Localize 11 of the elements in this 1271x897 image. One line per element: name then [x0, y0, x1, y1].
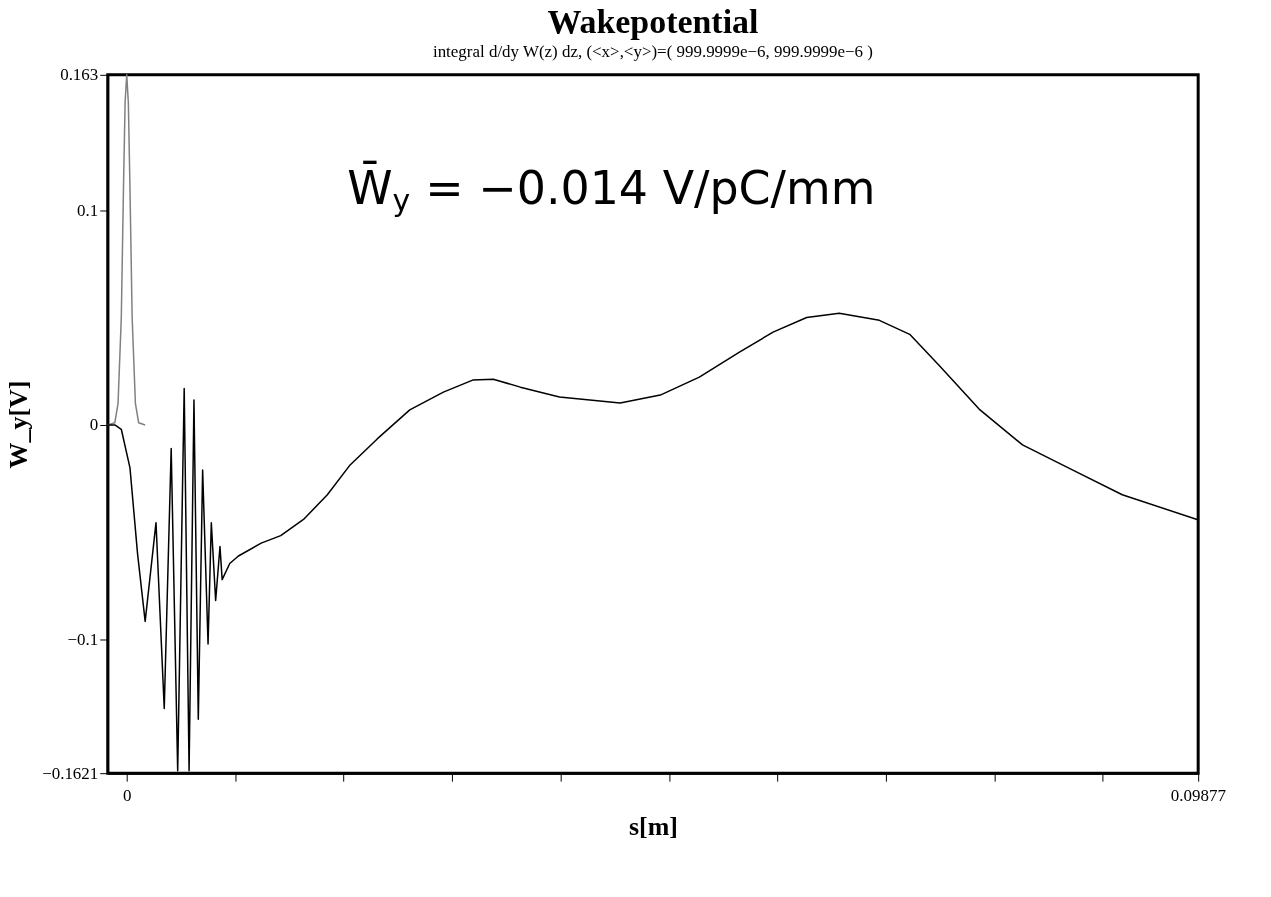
chart-subtitle: integral d/dy W(z) dz, (<x>,<y>)=( 999.9999e−6, 999.9999e−6 ) [432, 41, 873, 61]
y-tick-label: −0.1 [67, 630, 99, 650]
chart-title: Wakepotential [547, 2, 759, 40]
line-series [107, 74, 146, 426]
x-axis-title: s[m] [628, 811, 678, 841]
y-tick-label: 0.163 [60, 65, 99, 85]
x-tick-label: 0.09877 [1170, 785, 1226, 805]
y-tick-label: −0.1621 [42, 763, 99, 783]
y-tick-label: 0 [89, 415, 99, 435]
y-tick-label: 0.1 [77, 200, 99, 220]
y-axis-title: W_y[V] [4, 380, 34, 469]
